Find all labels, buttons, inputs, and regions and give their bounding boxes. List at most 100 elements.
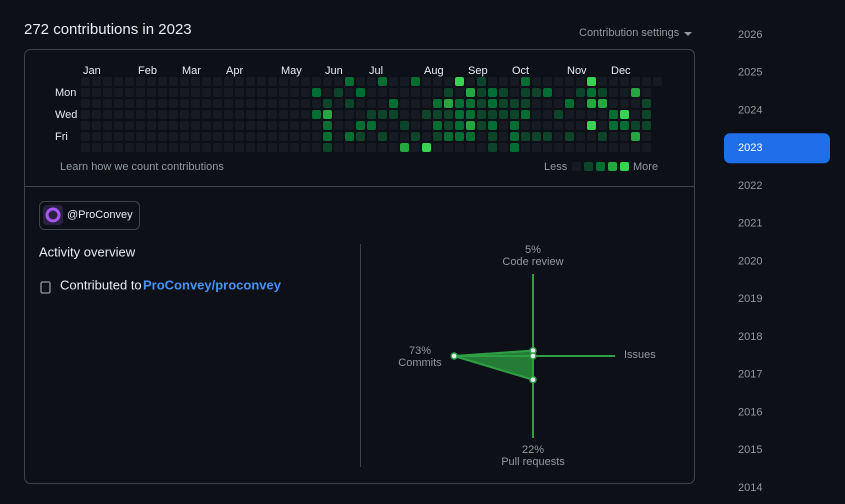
contribution-cell: [268, 110, 277, 119]
contribution-cell: [235, 143, 244, 152]
contribution-cell: [510, 121, 519, 130]
year-link[interactable]: 2014: [738, 482, 762, 494]
contribution-cell: [136, 99, 145, 108]
contribution-cell: [268, 143, 277, 152]
year-link[interactable]: 2018: [738, 331, 762, 343]
contribution-cell: [433, 132, 442, 141]
contribution-cell: [609, 110, 618, 119]
settings-button[interactable]: Contribution settings: [579, 27, 680, 39]
contribution-cell: [136, 121, 145, 130]
contribution-cell: [510, 143, 519, 152]
contribution-cell: [114, 132, 123, 141]
contribution-cell: [202, 132, 211, 141]
year-link[interactable]: 2017: [738, 369, 762, 381]
year-link[interactable]: 2015: [738, 444, 762, 456]
contribution-cell: [587, 132, 596, 141]
contribution-cell: [125, 110, 134, 119]
contribution-cell: [422, 121, 431, 130]
year-link[interactable]: 2024: [738, 104, 762, 116]
contribution-cell: [477, 99, 486, 108]
contribution-cell: [444, 88, 453, 97]
year-link[interactable]: 2025: [738, 67, 762, 79]
contribution-cell: [444, 143, 453, 152]
contribution-cell: [147, 99, 156, 108]
contribution-cell: [422, 110, 431, 119]
year-link[interactable]: 2023: [738, 142, 762, 154]
radar-point: [529, 352, 537, 360]
contribution-cell: [246, 143, 255, 152]
radar-value-label: 73%: [409, 345, 431, 357]
year-link[interactable]: 2019: [738, 293, 762, 305]
year-link[interactable]: 2022: [738, 180, 762, 192]
contribution-cell: [345, 99, 354, 108]
contribution-cell: [620, 110, 629, 119]
contribution-cell: [609, 132, 618, 141]
year-link[interactable]: 2020: [738, 255, 762, 267]
contribution-cell: [279, 121, 288, 130]
contribution-cell: [81, 132, 90, 141]
contribution-cell: [224, 88, 233, 97]
contribution-cell: [631, 88, 640, 97]
contribution-cell: [323, 77, 332, 86]
year-link[interactable]: 2021: [738, 218, 762, 230]
contribution-cell: [103, 132, 112, 141]
contribution-cell: [609, 143, 618, 152]
learn-link[interactable]: Learn how we count contributions: [60, 161, 224, 173]
contribution-cell: [290, 132, 299, 141]
contribution-cell: [114, 99, 123, 108]
contribution-cell: [246, 110, 255, 119]
contribution-cell: [301, 121, 310, 130]
contribution-cell: [191, 88, 200, 97]
day-label: Fri: [55, 131, 68, 143]
contribution-cell: [125, 77, 134, 86]
contribution-cell: [653, 77, 662, 86]
contribution-cell: [114, 143, 123, 152]
contribution-cell: [224, 110, 233, 119]
contribution-cell: [191, 121, 200, 130]
contribution-cell: [631, 132, 640, 141]
contribution-cell: [356, 99, 365, 108]
contribution-cell: [345, 88, 354, 97]
contribution-cell: [433, 77, 442, 86]
contribution-cell: [521, 121, 530, 130]
contribution-cell: [455, 110, 464, 119]
contribution-cell: [136, 132, 145, 141]
day-label: Mon: [55, 87, 76, 99]
radar-point: [450, 352, 458, 360]
activity-title: Activity overview: [39, 244, 136, 259]
contribution-cell: [477, 121, 486, 130]
year-link[interactable]: 2026: [738, 29, 762, 41]
contribution-cell: [356, 121, 365, 130]
radar-point: [529, 376, 537, 384]
month-label: Sep: [468, 65, 488, 77]
contribution-cell: [158, 121, 167, 130]
contribution-cell: [576, 121, 585, 130]
contribution-cell: [598, 121, 607, 130]
contribution-cell: [114, 121, 123, 130]
contribution-cell: [301, 143, 310, 152]
contribution-cell: [180, 110, 189, 119]
contribution-cell: [81, 99, 90, 108]
month-label: Feb: [138, 65, 157, 77]
contribution-cell: [279, 99, 288, 108]
contribution-cell: [169, 99, 178, 108]
contribution-cell: [81, 110, 90, 119]
contribution-cell: [246, 121, 255, 130]
org-name[interactable]: @ProConvey: [67, 209, 133, 221]
contribution-cell: [92, 143, 101, 152]
contribution-cell: [180, 99, 189, 108]
contribution-cell: [345, 121, 354, 130]
contribution-cell: [323, 99, 332, 108]
contribution-cell: [598, 88, 607, 97]
contribution-cell: [389, 121, 398, 130]
contribution-cell: [290, 77, 299, 86]
contribution-cell: [411, 88, 420, 97]
repo-link[interactable]: ProConvey/proconvey: [143, 277, 282, 292]
contribution-cell: [323, 121, 332, 130]
org-badge[interactable]: [39, 201, 140, 230]
contribution-cell: [532, 121, 541, 130]
contribution-cell: [147, 121, 156, 130]
year-link[interactable]: 2016: [738, 406, 762, 418]
legend-swatch: [596, 162, 605, 171]
contribution-cell: [466, 143, 475, 152]
